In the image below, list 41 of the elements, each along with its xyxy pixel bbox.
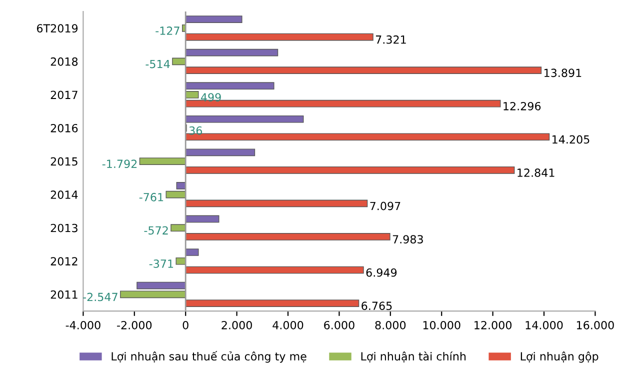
x-tick-label: 12.000	[474, 320, 512, 330]
y-tick-label: 6T2019	[36, 24, 78, 33]
data-label: 7.321	[376, 35, 406, 44]
data-label: -761	[139, 192, 164, 202]
x-tick-label: 10.000	[423, 320, 460, 330]
data-label: -572	[144, 226, 168, 235]
y-tick-label: 2014	[50, 190, 78, 199]
data-label: 13.891	[544, 68, 582, 78]
data-label: 36	[189, 126, 202, 135]
legend-label: Lợi nhuận tài chính	[361, 351, 466, 362]
data-label: 499	[200, 93, 221, 102]
y-tick-label: 2015	[50, 157, 78, 166]
y-tick-label: 2017	[50, 90, 78, 100]
x-tick-label: -4.000	[66, 320, 100, 330]
data-label: 7.097	[370, 202, 400, 210]
data-label: 14.205	[552, 135, 590, 144]
data-label: 6.949	[366, 268, 397, 277]
x-tick-label: 6.000	[324, 320, 354, 330]
x-tick-label: 8.000	[375, 320, 406, 330]
data-label: -2.547	[83, 292, 118, 302]
y-tick-label: 2012	[50, 257, 78, 266]
data-label: 12.296	[504, 102, 541, 110]
data-label: 6.765	[362, 302, 392, 310]
data-label: -514	[146, 60, 170, 68]
x-tick-label: 4.000	[272, 320, 304, 330]
x-tick-label: 16.000	[576, 320, 614, 330]
x-tick-label: 2.000	[222, 320, 252, 330]
y-tick-label: 2018	[50, 57, 78, 66]
legend-label: Lợi nhuận sau thuế của công ty mẹ	[112, 350, 306, 363]
data-label: -127	[156, 26, 180, 35]
y-tick-label: 2016	[50, 124, 78, 132]
data-label: -371	[149, 259, 174, 268]
y-tick-label: 2011	[50, 290, 78, 299]
data-label: 7.983	[392, 235, 423, 244]
data-label: 12.841	[518, 168, 554, 177]
y-tick-label: 2013	[50, 224, 78, 232]
legend-label: Lợi nhuận gộp	[520, 351, 598, 363]
x-tick-label: 0	[182, 320, 188, 330]
x-tick-label: -2.000	[117, 320, 152, 330]
data-label: -1.792	[102, 160, 137, 168]
x-tick-label: 14.000	[526, 320, 563, 330]
